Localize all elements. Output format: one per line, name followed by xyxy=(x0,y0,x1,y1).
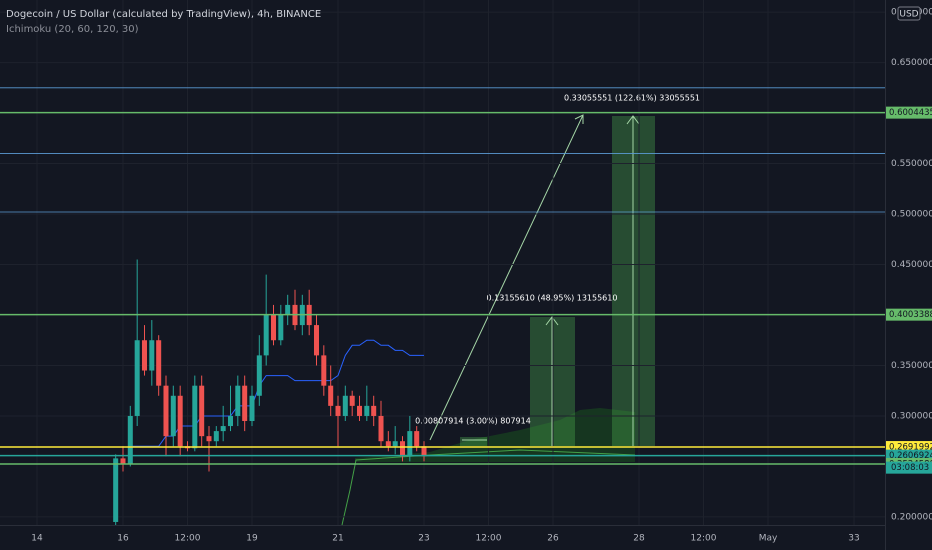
candle-body xyxy=(399,441,406,457)
price-label-bg xyxy=(886,106,932,119)
candle-body xyxy=(249,395,255,422)
candle-body xyxy=(263,315,269,356)
candle-body xyxy=(206,436,212,442)
candle-body xyxy=(213,431,219,442)
x-tick-label: 28 xyxy=(633,534,645,544)
annotation: 0.00807914 (3.00%) 807914 xyxy=(415,417,531,426)
candle-body xyxy=(192,385,198,449)
candle-body xyxy=(220,426,226,432)
candle-body xyxy=(235,385,241,416)
candle-body xyxy=(227,415,234,427)
candle-body xyxy=(120,458,126,465)
candle-body xyxy=(364,405,370,416)
candle-body xyxy=(113,458,119,522)
candle-body xyxy=(199,385,205,437)
countdown-bg xyxy=(886,461,932,474)
x-tick-label: 21 xyxy=(332,534,343,544)
x-tick-label: 23 xyxy=(418,534,429,544)
candle-body xyxy=(371,405,377,416)
candle-body xyxy=(313,325,320,356)
candle-body xyxy=(285,304,291,315)
candle-body xyxy=(177,395,183,447)
candle-body xyxy=(141,340,147,371)
candle-body xyxy=(170,395,176,437)
position-box xyxy=(460,437,487,446)
x-tick-label: 12:00 xyxy=(691,534,717,544)
x-tick-label: 12:00 xyxy=(175,534,201,544)
candle-body xyxy=(134,340,140,416)
price-label: 0.60044358 xyxy=(889,108,932,118)
candle-body xyxy=(335,405,341,416)
candle-body xyxy=(156,340,162,386)
y-tick-label: 0.65000000 xyxy=(891,58,932,68)
arrows xyxy=(429,114,640,446)
annotation: 0.33055551 (122.61%) 33055551 xyxy=(564,94,700,103)
y-tick-label: 0.50000000 xyxy=(891,210,932,220)
y-tick-label: 0.45000000 xyxy=(891,260,932,270)
price-label-bg xyxy=(886,308,932,321)
currency-bg xyxy=(897,6,921,21)
x-tick-label: 16 xyxy=(117,534,129,544)
x-tick-label: 26 xyxy=(547,534,559,544)
annotation: 0.13155610 (48.95%) 13155610 xyxy=(487,294,618,303)
x-tick-label: 12:00 xyxy=(476,534,502,544)
price-label: 0.26919924 xyxy=(889,443,932,453)
y-tick-label: 0.30000000 xyxy=(891,411,932,421)
candle-body xyxy=(414,431,420,447)
candle-body xyxy=(378,415,384,442)
y-tick-label: 0.20000000 xyxy=(891,512,932,522)
y-tick-label: 0.35000000 xyxy=(891,361,932,371)
candle-body xyxy=(392,441,398,447)
candle-body xyxy=(328,385,334,406)
x-tick-label: 19 xyxy=(246,534,258,544)
indicator-label: Ichimoku (20, 60, 120, 30) xyxy=(6,24,139,35)
y-tick-label: 0.55000000 xyxy=(891,159,932,169)
candle-body xyxy=(163,385,169,437)
candle-body xyxy=(385,441,391,447)
countdown: 03:08:03 xyxy=(891,463,929,473)
x-tick-label: May xyxy=(759,534,778,544)
candle-body xyxy=(421,446,427,457)
candle-body xyxy=(278,315,284,341)
candle-body xyxy=(270,315,277,341)
cloud xyxy=(355,408,635,462)
cloud-edge xyxy=(341,449,636,526)
price-label: 0.40033882 xyxy=(889,310,932,320)
candle-body xyxy=(321,355,327,386)
candle-body xyxy=(407,431,413,457)
candle-body xyxy=(342,395,348,416)
candle-body xyxy=(149,340,155,371)
x-tick-label: 33 xyxy=(848,534,859,544)
price-label: 0.26069241 xyxy=(889,451,932,461)
currency: USD xyxy=(899,10,918,20)
candle-body xyxy=(356,405,363,416)
candle-body xyxy=(127,415,133,465)
candle-body xyxy=(349,395,355,406)
marks xyxy=(0,0,885,525)
candle-body xyxy=(256,355,262,396)
candle-body xyxy=(242,385,248,422)
chart-title: Dogecoin / US Dollar (calculated by Trad… xyxy=(6,9,321,20)
x-tick-label: 14 xyxy=(31,534,43,544)
